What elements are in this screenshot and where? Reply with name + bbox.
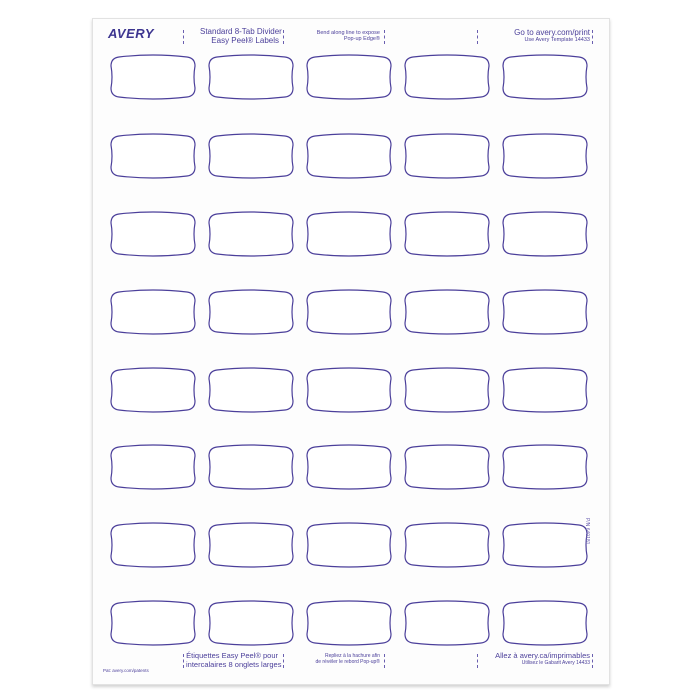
- tab-label: [109, 289, 197, 335]
- tab-label: [501, 54, 589, 100]
- header-title-line1: Standard 8-Tab Divider: [200, 27, 282, 36]
- tab-label: [403, 289, 491, 335]
- dash-line: [283, 30, 284, 44]
- goto-url: Go to avery.com/print: [514, 28, 590, 37]
- tab-label: [305, 444, 393, 490]
- part-number: P/N 640181: [584, 518, 590, 545]
- dash-line: [384, 30, 385, 44]
- fr-bend: Repliez à la hachure afin de révéler le …: [300, 653, 380, 666]
- fr-goto-url: Allez à avery.ca/imprimables: [495, 651, 590, 660]
- tab-label: [403, 522, 491, 568]
- tab-label: [207, 367, 295, 413]
- fr-title-line1: Étiquettes Easy Peel® pour: [186, 651, 278, 660]
- tab-label: [109, 444, 197, 490]
- tab-label: [305, 211, 393, 257]
- tab-label: [109, 133, 197, 179]
- tab-label: [207, 444, 295, 490]
- tab-label: [109, 211, 197, 257]
- tab-label: [207, 289, 295, 335]
- tab-label: [501, 444, 589, 490]
- tab-label: [305, 522, 393, 568]
- dash-line: [183, 30, 184, 44]
- fr-goto-info: Allez à avery.ca/imprimables Utilisez le…: [480, 651, 590, 666]
- tab-label: [305, 600, 393, 646]
- tab-label: [501, 600, 589, 646]
- tab-label: [403, 444, 491, 490]
- tab-label: [207, 133, 295, 179]
- template-number: Use Avery Template 14433: [524, 37, 590, 44]
- dash-line: [477, 30, 478, 44]
- dash-line: [384, 654, 385, 668]
- tab-label: [305, 289, 393, 335]
- tab-label: [403, 133, 491, 179]
- tab-label: [207, 522, 295, 568]
- avery-logo: AVERY: [108, 26, 155, 41]
- tab-label: [501, 211, 589, 257]
- tab-label: [109, 367, 197, 413]
- dash-line: [477, 654, 478, 668]
- tab-label: [501, 133, 589, 179]
- tab-label: [501, 367, 589, 413]
- tab-label: [109, 522, 197, 568]
- tab-label: [305, 367, 393, 413]
- header-title-line2: Easy Peel® Labels: [211, 36, 279, 46]
- tab-label: [207, 54, 295, 100]
- dash-line: [183, 654, 184, 668]
- tab-label: [109, 600, 197, 646]
- bend-line2: Pop-up Edge®: [343, 36, 380, 43]
- patent-note: Pat: avery.com/patents: [103, 668, 149, 673]
- header-title: Standard 8-Tab Divider Easy Peel® Labels: [200, 27, 282, 46]
- dash-line: [592, 654, 593, 668]
- goto-info: Go to avery.com/print Use Avery Template…: [480, 28, 590, 44]
- dash-line: [592, 30, 593, 44]
- tab-label: [403, 367, 491, 413]
- fr-title-line2: intercalaires 8 onglets larges: [186, 659, 282, 669]
- fr-title: Étiquettes Easy Peel® pour intercalaires…: [186, 651, 282, 669]
- tab-label: [403, 54, 491, 100]
- tab-label: [403, 211, 491, 257]
- tab-label: [305, 54, 393, 100]
- bend-instructions: Bend along line to expose Pop-up Edge®: [300, 30, 380, 43]
- tab-label: [501, 522, 589, 568]
- tab-label: [207, 211, 295, 257]
- tab-label: [109, 54, 197, 100]
- fr-bend-line1: Repliez à la hachure afin: [324, 653, 380, 659]
- tab-label: [305, 133, 393, 179]
- dash-line: [283, 654, 284, 668]
- fr-template-number: Utilisez le Gabarit Avery 14433: [521, 659, 590, 666]
- tab-label: [207, 600, 295, 646]
- bend-line1: Bend along line to expose: [316, 30, 380, 36]
- label-sheet: [92, 18, 610, 685]
- tab-label: [501, 289, 589, 335]
- fr-bend-line2: de révéler le rebord Pop-up®: [315, 658, 380, 665]
- tab-label: [403, 600, 491, 646]
